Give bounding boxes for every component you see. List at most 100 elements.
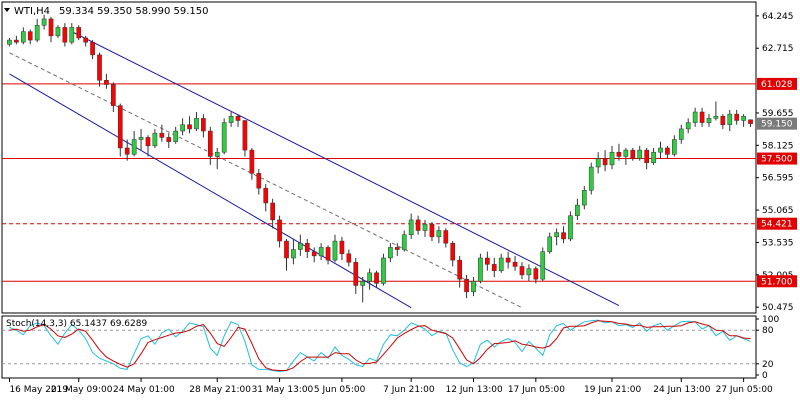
stochastic-tick-label: 80: [762, 326, 774, 336]
candle: [436, 226, 442, 244]
candle: [678, 124, 684, 144]
candle: [609, 145, 615, 170]
candle-body: [575, 204, 580, 216]
candle: [83, 35, 88, 47]
candle: [194, 112, 199, 132]
time-tick-label: 27 Jun 05:00: [716, 385, 773, 395]
candle-body: [443, 230, 449, 244]
chart-ohlc-label: 59.334 59.350 58.990 59.150: [59, 6, 209, 17]
candle: [457, 255, 462, 288]
candle-body: [62, 27, 68, 43]
symbol-dropdown-icon[interactable]: [4, 8, 10, 12]
candle: [201, 114, 206, 138]
current-price-box: [757, 117, 797, 130]
candle-body: [388, 247, 393, 259]
candle-body: [720, 115, 726, 125]
candle-body: [138, 137, 144, 140]
candle: [547, 232, 553, 254]
candle-body: [464, 278, 469, 293]
stochastic-label: Stoch(14,3,3) 65.1437 69.6289: [6, 319, 147, 329]
candle-body: [554, 232, 559, 238]
candle-body: [221, 122, 227, 153]
candle-body: [104, 80, 109, 85]
candle: [111, 82, 116, 113]
candle-body: [436, 230, 442, 238]
price-tick-label: 53.535: [762, 238, 794, 248]
candle: [242, 120, 248, 157]
candle: [568, 211, 573, 242]
candle-body: [429, 223, 435, 238]
time-tick-label: 24 May 01:00: [113, 385, 175, 395]
candle: [145, 135, 151, 157]
candle: [533, 266, 539, 284]
candle-body: [581, 190, 587, 206]
candle: [491, 257, 497, 278]
candle-body: [457, 259, 462, 280]
candle-body: [471, 281, 476, 293]
candle: [339, 236, 345, 261]
candle-body: [408, 219, 414, 235]
candle: [381, 253, 386, 286]
candle: [464, 274, 469, 299]
candle: [588, 162, 594, 195]
candle-body: [69, 27, 75, 43]
candle: [152, 128, 158, 148]
candle-body: [48, 18, 54, 37]
candle: [318, 243, 324, 261]
candle-body: [180, 124, 185, 132]
candle: [311, 247, 317, 263]
candle: [41, 14, 47, 30]
candle: [512, 255, 518, 271]
candle: [374, 270, 379, 288]
candle: [180, 118, 185, 136]
channel-line-upper: [71, 31, 620, 307]
candle-body: [367, 272, 372, 282]
candle-body: [685, 122, 691, 130]
candle: [519, 262, 525, 280]
candle-body: [14, 39, 19, 43]
time-tick-label: 31 May 13:00: [252, 385, 314, 395]
candle-body: [491, 264, 497, 271]
candle-body: [672, 139, 677, 155]
candle: [221, 118, 227, 155]
candle-body: [235, 115, 241, 121]
candle: [367, 268, 372, 290]
candle-body: [602, 158, 608, 166]
candle-body: [159, 132, 165, 138]
level-price-label: 57.500: [761, 155, 793, 165]
candle: [672, 135, 677, 157]
candle: [187, 116, 192, 134]
candle-body: [665, 147, 670, 155]
candle-body: [20, 31, 26, 43]
level-price-label: 51.700: [761, 277, 793, 287]
candle-body: [41, 18, 47, 26]
level-price-label: 54.421: [761, 220, 793, 230]
candle: [207, 126, 213, 165]
candle-body: [27, 31, 33, 41]
candle: [637, 145, 643, 161]
candle: [325, 245, 331, 265]
candle-body: [547, 236, 553, 252]
time-tick-label: 7 Jun 21:00: [383, 385, 435, 395]
candle-body: [325, 247, 331, 261]
stochastic-tick-label: 0: [762, 371, 768, 381]
candle: [173, 126, 179, 144]
candle: [408, 213, 414, 239]
time-tick-label: 5 Jun 05:00: [314, 385, 366, 395]
candle: [138, 128, 144, 151]
candle-body: [678, 128, 684, 140]
candle-body: [616, 151, 622, 157]
candle: [713, 101, 719, 121]
candle: [69, 23, 75, 45]
candle-body: [291, 249, 296, 259]
price-tick-label: 59.655: [762, 109, 794, 119]
candle-body: [360, 281, 366, 286]
candle-body: [277, 219, 282, 242]
candle: [623, 147, 629, 165]
candle: [401, 230, 407, 252]
candle-body: [727, 113, 733, 125]
time-tick-label: 19 Jun 21:00: [584, 385, 641, 395]
candle: [388, 243, 393, 263]
price-tick-label: 62.715: [762, 44, 794, 54]
